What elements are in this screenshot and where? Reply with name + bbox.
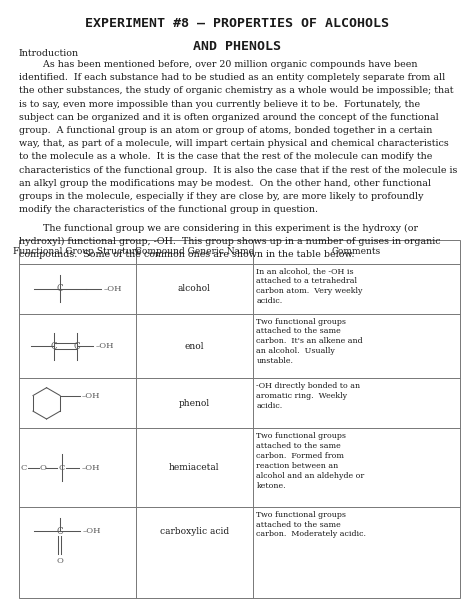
Text: The functional group we are considering in this experiment is the hydroxy (or: The functional group we are considering … bbox=[19, 224, 418, 232]
Text: Two functional groups
attached to the same
carbon.  Formed from
reaction between: Two functional groups attached to the sa… bbox=[256, 432, 365, 490]
Text: C: C bbox=[58, 463, 65, 472]
Text: identified.  If each substance had to be studied as an entity completely separat: identified. If each substance had to be … bbox=[19, 73, 445, 82]
Text: -OH directly bonded to an
aromatic ring.  Weekly
acidic.: -OH directly bonded to an aromatic ring.… bbox=[256, 382, 361, 409]
Text: groups in the molecule, especially if they are close by, are more likely to prof: groups in the molecule, especially if th… bbox=[19, 192, 423, 201]
Text: the other substances, the study of organic chemistry as a whole would be impossi: the other substances, the study of organ… bbox=[19, 86, 454, 96]
Text: characteristics of the functional group.  It is also the case that if the rest o: characteristics of the functional group.… bbox=[19, 166, 457, 175]
Text: O: O bbox=[39, 463, 46, 472]
Text: Functional Group Structure: Functional Group Structure bbox=[13, 248, 142, 256]
Text: C: C bbox=[56, 284, 63, 293]
Text: hemiacetal: hemiacetal bbox=[169, 463, 219, 472]
Text: Two functional groups
attached to the same
carbon.  Moderately acidic.: Two functional groups attached to the sa… bbox=[256, 511, 366, 538]
Text: C: C bbox=[51, 341, 57, 351]
Text: C: C bbox=[73, 341, 80, 351]
Text: phenol: phenol bbox=[179, 399, 210, 408]
Text: hydroxyl) functional group, -OH.  This group shows up in a number of guises in o: hydroxyl) functional group, -OH. This gr… bbox=[19, 237, 441, 246]
Text: –OH: –OH bbox=[95, 342, 114, 350]
Text: O: O bbox=[56, 557, 63, 565]
Text: EXPERIMENT #8 – PROPERTIES OF ALCOHOLS: EXPERIMENT #8 – PROPERTIES OF ALCOHOLS bbox=[85, 17, 389, 30]
Text: –OH: –OH bbox=[82, 392, 100, 400]
Text: carboxylic acid: carboxylic acid bbox=[160, 527, 229, 536]
Text: way, that, as part of a molecule, will impart certain physical and chemical char: way, that, as part of a molecule, will i… bbox=[19, 139, 449, 148]
Text: –OH: –OH bbox=[83, 527, 101, 536]
Text: In an alcohol, the -OH is
attached to a tetrahedral
carbon atom.  Very weekly
ac: In an alcohol, the -OH is attached to a … bbox=[256, 267, 363, 305]
Text: an alkyl group the modifications may be modest.  On the other hand, other functi: an alkyl group the modifications may be … bbox=[19, 178, 431, 188]
Text: AND PHENOLS: AND PHENOLS bbox=[193, 40, 281, 53]
Text: –OH: –OH bbox=[82, 463, 100, 472]
Bar bbox=[19, 240, 460, 598]
Text: group.  A functional group is an atom or group of atoms, bonded together in a ce: group. A functional group is an atom or … bbox=[19, 126, 432, 135]
Text: –OH: –OH bbox=[104, 284, 122, 293]
Text: C: C bbox=[20, 463, 27, 472]
Text: modify the characteristics of the functional group in question.: modify the characteristics of the functi… bbox=[19, 205, 318, 214]
Text: Introduction: Introduction bbox=[19, 49, 79, 58]
Text: As has been mentioned before, over 20 million organic compounds have been: As has been mentioned before, over 20 mi… bbox=[19, 60, 418, 69]
Text: is to say, even more impossible than you currently believe it to be.  Fortunatel: is to say, even more impossible than you… bbox=[19, 99, 420, 109]
Text: Two functional groups
attached to the same
carbon.  It's an alkene and
an alcoho: Two functional groups attached to the sa… bbox=[256, 318, 363, 365]
Text: alcohol: alcohol bbox=[178, 284, 210, 293]
Text: enol: enol bbox=[184, 341, 204, 351]
Text: subject can be organized and it is often organized around the concept of the fun: subject can be organized and it is often… bbox=[19, 113, 439, 122]
Text: Comments: Comments bbox=[331, 248, 381, 256]
Text: C: C bbox=[56, 527, 63, 536]
Text: Compound Generic Name: Compound Generic Name bbox=[135, 248, 254, 256]
Text: compounds.  Some of the common ones are shown in the table below.: compounds. Some of the common ones are s… bbox=[19, 250, 355, 259]
Text: to the molecule as a whole.  It is the case that the rest of the molecule can mo: to the molecule as a whole. It is the ca… bbox=[19, 152, 432, 161]
